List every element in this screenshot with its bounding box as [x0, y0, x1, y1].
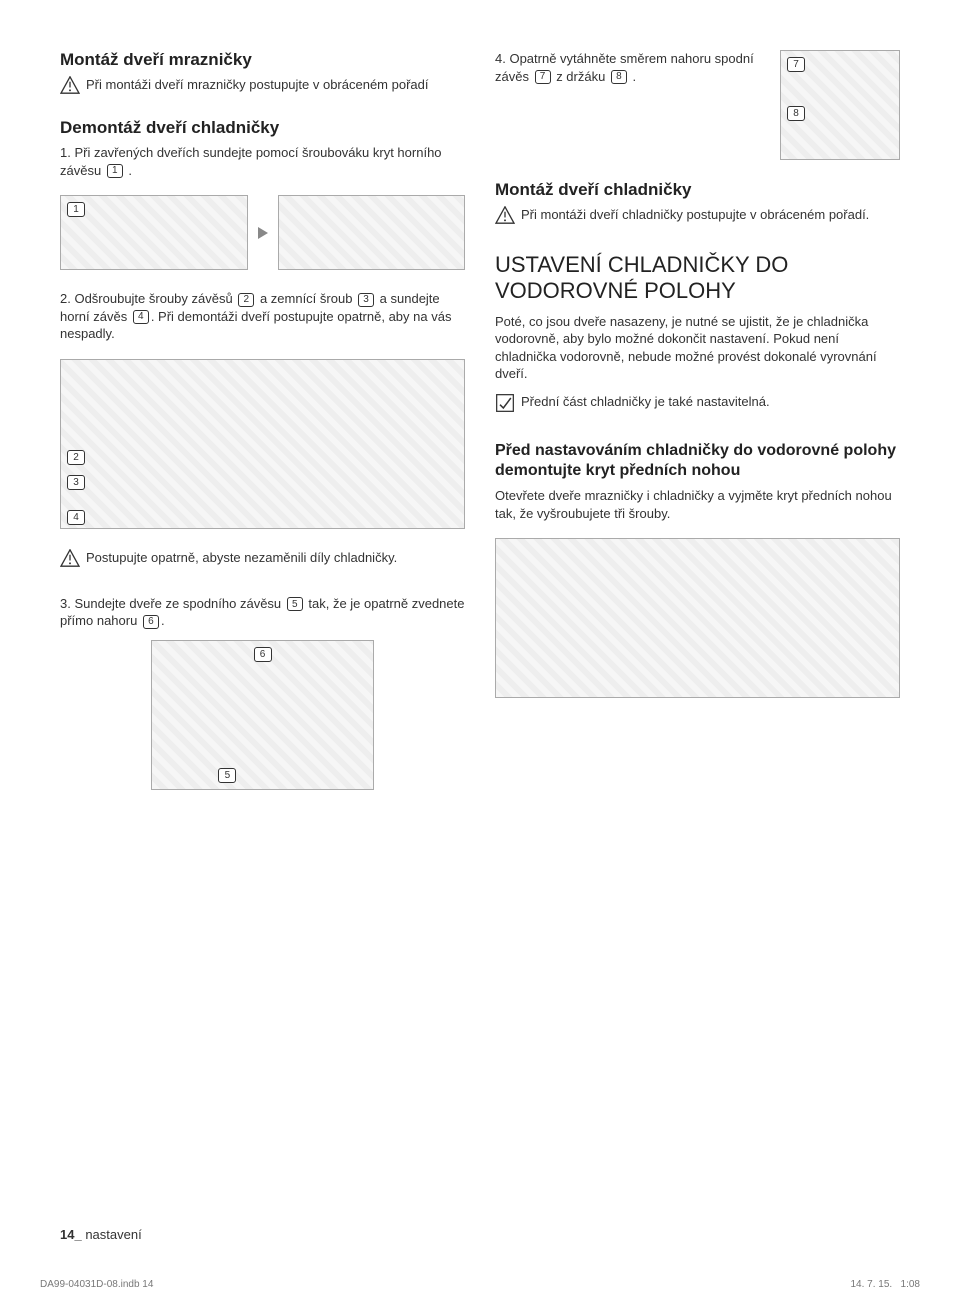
print-footer: DA99-04031D-08.indb 14 14. 7. 15. 1:08: [0, 1279, 960, 1290]
warning-text-3: Při montáži dveří chladničky postupujte …: [521, 206, 869, 224]
figure-hinge-cover-closed: 1: [60, 195, 248, 270]
page-section-name: nastavení: [85, 1227, 141, 1242]
figure-lower-hinge-door: 6 5: [151, 640, 374, 790]
leveling-body: Poté, co jsou dveře nasazeny, je nutné s…: [495, 313, 900, 383]
figure-step1-row: 1: [60, 195, 465, 270]
step-1-text: 1. Při zavřených dveřích sundejte pomocí…: [60, 144, 465, 179]
fridge-door-assembly-title: Montáž dveří chladničky: [495, 180, 900, 200]
callout-8: 8: [787, 106, 805, 121]
warning-icon: [495, 206, 515, 224]
warning-text-2: Postupujte opatrně, abyste nezaměnili dí…: [86, 549, 397, 567]
callout-6: 6: [254, 647, 272, 662]
warning-text-1: Při montáži dveří mrazničky postupujte v…: [86, 76, 429, 94]
leveling-title: USTAVENÍ CHLADNIČKY DO VODOROVNÉ POLOHY: [495, 252, 900, 305]
right-column: 4. Opatrně vytáhněte směrem nahoru spodn…: [495, 50, 900, 790]
num-ref-4: 4: [133, 310, 149, 324]
arrow-right-icon: [258, 227, 268, 239]
remove-leg-cover-title: Před nastavováním chladničky do vodorovn…: [495, 441, 900, 481]
figure-hinge-cover-open: [278, 195, 466, 270]
num-ref-3: 3: [358, 293, 374, 307]
note-text-1: Přední část chladničky je také nastavite…: [521, 393, 770, 411]
step-2-text: 2. Odšroubujte šrouby závěsů 2 a zemnící…: [60, 290, 465, 343]
callout-3: 3: [67, 475, 85, 490]
print-file: DA99-04031D-08.indb 14: [40, 1279, 153, 1290]
callout-1: 1: [67, 202, 85, 217]
callout-4: 4: [67, 510, 85, 525]
warning-icon: [60, 549, 80, 567]
print-datetime: 14. 7. 15. 1:08: [850, 1279, 920, 1290]
step-3-text: 3. Sundejte dveře ze spodního závěsu 5 t…: [60, 595, 465, 630]
num-ref-8: 8: [611, 70, 627, 84]
left-column: Montáž dveří mrazničky Při montáži dveří…: [60, 50, 465, 790]
freezer-door-assembly-title: Montáž dveří mrazničky: [60, 50, 465, 70]
warning-row-3: Při montáži dveří chladničky postupujte …: [495, 206, 900, 224]
fridge-door-disassembly-title: Demontáž dveří chladničky: [60, 118, 465, 138]
note-icon: [495, 393, 515, 413]
page-content: Montáž dveří mrazničky Při montáži dveří…: [0, 0, 960, 820]
num-ref-6: 6: [143, 615, 159, 629]
callout-2: 2: [67, 450, 85, 465]
figure-step3-wrap: 6 5: [60, 630, 465, 790]
page-footer: 14_ nastavení: [60, 1227, 142, 1242]
num-ref-2: 2: [238, 293, 254, 307]
figure-front-leg-cover: [495, 538, 900, 698]
step-4-text: 4. Opatrně vytáhněte směrem nahoru spodn…: [495, 50, 766, 85]
remove-leg-cover-body: Otevřete dveře mrazničky i chladničky a …: [495, 487, 900, 522]
warning-row-1: Při montáži dveří mrazničky postupujte v…: [60, 76, 465, 94]
step4-row: 4. Opatrně vytáhněte směrem nahoru spodn…: [495, 50, 900, 160]
warning-icon: [60, 76, 80, 94]
page-number: 14_: [60, 1227, 85, 1242]
num-ref-1: 1: [107, 164, 123, 178]
num-ref-5: 5: [287, 597, 303, 611]
figure-lower-hinge-bracket: 7 8: [780, 50, 900, 160]
figure-hinge-screws: 2 3 4: [60, 359, 465, 529]
callout-5: 5: [218, 768, 236, 783]
callout-7: 7: [787, 57, 805, 72]
warning-row-2: Postupujte opatrně, abyste nezaměnili dí…: [60, 549, 465, 567]
note-row-1: Přední část chladničky je také nastavite…: [495, 393, 900, 413]
num-ref-7: 7: [535, 70, 551, 84]
